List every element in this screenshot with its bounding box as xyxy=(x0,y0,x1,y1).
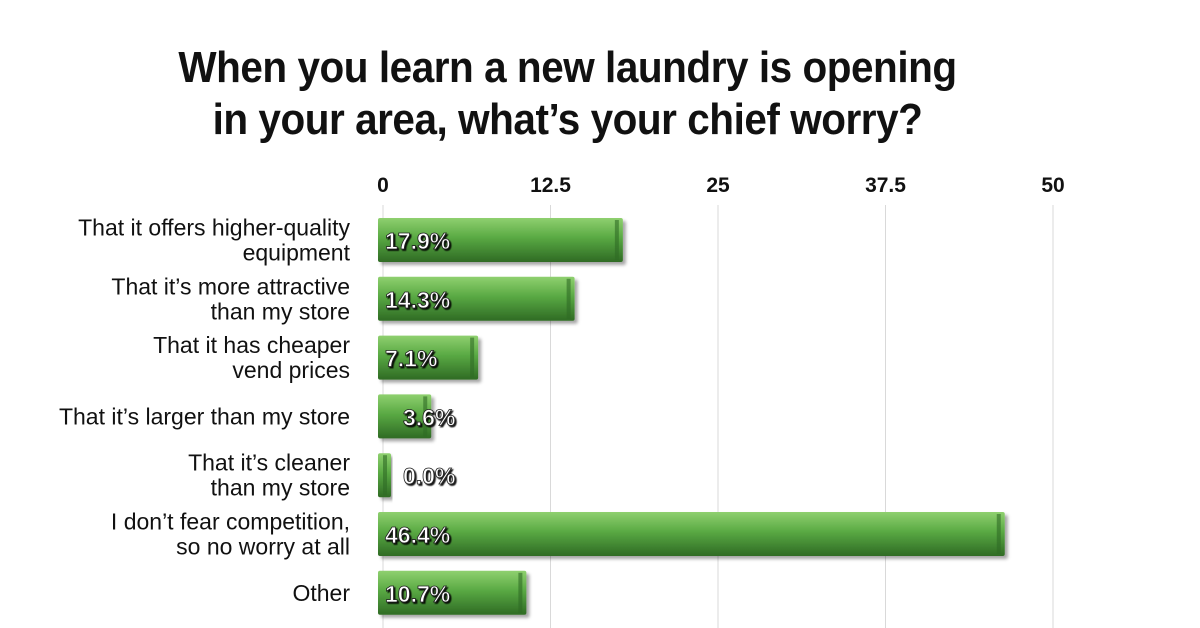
data-label: 3.6% xyxy=(403,404,455,430)
category-label: That it has cheaper xyxy=(153,332,350,358)
category-label: That it’s larger than my store xyxy=(59,403,350,429)
bar xyxy=(378,218,623,262)
category-label: vend prices xyxy=(232,357,350,383)
category-label: That it’s more attractive xyxy=(111,273,350,299)
data-label: 14.3% xyxy=(385,287,450,313)
chart-title: When you learn a new laundry is opening … xyxy=(45,42,1089,146)
bar-end-cap xyxy=(996,514,1001,554)
x-tick-label: 25 xyxy=(706,174,730,197)
category-label: Other xyxy=(292,580,350,606)
chart-title-line-1: When you learn a new laundry is opening xyxy=(178,43,957,92)
bar xyxy=(378,276,575,321)
data-label: 0.0% xyxy=(403,463,455,489)
bar-end-cap xyxy=(614,220,619,260)
category-label: That it offers higher-quality xyxy=(78,215,350,241)
bar-end-cap xyxy=(383,455,387,496)
category-label: That it’s cleaner xyxy=(188,450,350,476)
x-tick-label: 12.5 xyxy=(530,174,571,197)
category-label: I don’t fear competition, xyxy=(111,509,350,535)
bar-end-cap xyxy=(518,572,523,613)
bar-end-cap xyxy=(423,396,428,437)
bar-end-cap xyxy=(566,278,571,319)
data-label: 46.4% xyxy=(385,522,450,548)
bar xyxy=(378,335,479,380)
bar xyxy=(378,512,1005,556)
chart-title-line-2: in your area, what’s your chief worry? xyxy=(212,95,923,144)
x-tick-label: 0 xyxy=(377,174,389,197)
category-label: than my store xyxy=(211,298,350,324)
bar-end-cap xyxy=(470,337,475,378)
data-label: 17.9% xyxy=(385,228,450,254)
bar xyxy=(378,570,527,615)
data-label: 10.7% xyxy=(385,581,450,607)
x-tick-label: 37.5 xyxy=(865,174,906,197)
x-tick-label: 50 xyxy=(1041,174,1064,197)
data-label: 7.1% xyxy=(385,346,437,372)
bar xyxy=(378,394,432,439)
category-label: than my store xyxy=(211,475,350,501)
category-label: so no worry at all xyxy=(176,534,350,560)
category-label: equipment xyxy=(243,240,351,266)
